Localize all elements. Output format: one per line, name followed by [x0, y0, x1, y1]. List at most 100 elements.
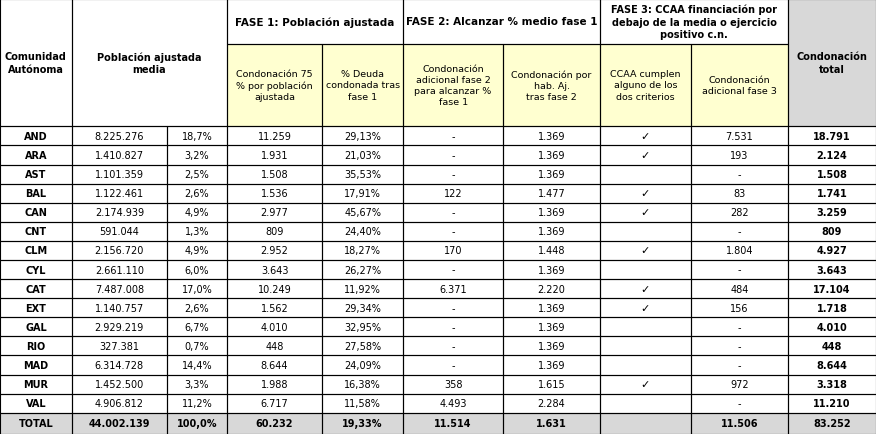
- Bar: [788, 127, 876, 146]
- Bar: [503, 375, 600, 394]
- Text: MUR: MUR: [24, 379, 48, 389]
- Text: Condonación
adicional fase 2
para alcanzar %
fase 1: Condonación adicional fase 2 para alcanz…: [414, 65, 491, 107]
- Bar: [166, 203, 227, 222]
- Bar: [788, 184, 876, 203]
- Bar: [503, 394, 600, 413]
- Bar: [166, 222, 227, 241]
- Text: 11,58%: 11,58%: [344, 398, 381, 408]
- Text: 1.508: 1.508: [261, 170, 288, 180]
- Bar: [600, 260, 690, 279]
- Text: 24,09%: 24,09%: [344, 360, 381, 370]
- Text: 122: 122: [444, 189, 463, 199]
- Bar: [788, 318, 876, 337]
- Text: ✓: ✓: [640, 151, 650, 161]
- Bar: [403, 203, 503, 222]
- Text: 1.369: 1.369: [538, 265, 565, 275]
- Bar: [788, 279, 876, 299]
- Text: 1.369: 1.369: [538, 360, 565, 370]
- Bar: [322, 184, 403, 203]
- Text: 18.791: 18.791: [813, 132, 851, 141]
- Bar: [0, 127, 72, 146]
- Bar: [322, 260, 403, 279]
- Bar: [227, 318, 322, 337]
- Text: -: -: [738, 341, 741, 351]
- Bar: [503, 146, 600, 165]
- Bar: [166, 299, 227, 318]
- Bar: [788, 222, 876, 241]
- Text: AST: AST: [25, 170, 46, 180]
- Text: 100,0%: 100,0%: [177, 418, 217, 428]
- Bar: [0, 203, 72, 222]
- Bar: [0, 318, 72, 337]
- Text: 282: 282: [730, 208, 749, 218]
- Bar: [600, 299, 690, 318]
- Text: 358: 358: [444, 379, 463, 389]
- Bar: [600, 241, 690, 260]
- Text: -: -: [451, 303, 455, 313]
- Bar: [690, 44, 788, 127]
- Bar: [600, 0, 788, 44]
- Bar: [227, 394, 322, 413]
- Bar: [600, 279, 690, 299]
- Bar: [600, 394, 690, 413]
- Bar: [403, 299, 503, 318]
- Text: ✓: ✓: [640, 246, 650, 256]
- Bar: [72, 184, 166, 203]
- Bar: [166, 337, 227, 356]
- Bar: [403, 279, 503, 299]
- Text: 1.718: 1.718: [816, 303, 847, 313]
- Text: 1.562: 1.562: [261, 303, 288, 313]
- Text: -: -: [451, 151, 455, 161]
- Text: 8.644: 8.644: [261, 360, 288, 370]
- Bar: [403, 413, 503, 434]
- Bar: [690, 299, 788, 318]
- Text: -: -: [738, 265, 741, 275]
- Bar: [503, 413, 600, 434]
- Text: MAD: MAD: [24, 360, 48, 370]
- Text: 2.952: 2.952: [261, 246, 288, 256]
- Bar: [166, 127, 227, 146]
- Text: 3.643: 3.643: [261, 265, 288, 275]
- Bar: [600, 279, 690, 299]
- Bar: [0, 165, 72, 184]
- Bar: [690, 356, 788, 375]
- Bar: [0, 0, 72, 127]
- Text: 327.381: 327.381: [99, 341, 139, 351]
- Bar: [322, 299, 403, 318]
- Bar: [322, 260, 403, 279]
- Bar: [72, 146, 166, 165]
- Bar: [0, 146, 72, 165]
- Bar: [166, 165, 227, 184]
- Text: 60.232: 60.232: [256, 418, 293, 428]
- Text: -: -: [738, 398, 741, 408]
- Text: 2.174.939: 2.174.939: [95, 208, 144, 218]
- Bar: [72, 184, 166, 203]
- Bar: [72, 241, 166, 260]
- Text: 1.931: 1.931: [261, 151, 288, 161]
- Text: 448: 448: [265, 341, 284, 351]
- Bar: [690, 165, 788, 184]
- Bar: [690, 222, 788, 241]
- Text: ✓: ✓: [640, 208, 650, 218]
- Bar: [227, 184, 322, 203]
- Bar: [322, 146, 403, 165]
- Bar: [690, 318, 788, 337]
- Text: 45,67%: 45,67%: [344, 208, 381, 218]
- Text: -: -: [451, 322, 455, 332]
- Bar: [690, 337, 788, 356]
- Bar: [227, 260, 322, 279]
- Text: 1.369: 1.369: [538, 132, 565, 141]
- Bar: [403, 165, 503, 184]
- Bar: [0, 356, 72, 375]
- Bar: [0, 146, 72, 165]
- Bar: [600, 165, 690, 184]
- Bar: [788, 394, 876, 413]
- Bar: [503, 165, 600, 184]
- Bar: [600, 44, 690, 127]
- Text: 83: 83: [733, 189, 745, 199]
- Bar: [0, 184, 72, 203]
- Bar: [0, 241, 72, 260]
- Bar: [72, 356, 166, 375]
- Bar: [0, 356, 72, 375]
- Text: 7.531: 7.531: [725, 132, 753, 141]
